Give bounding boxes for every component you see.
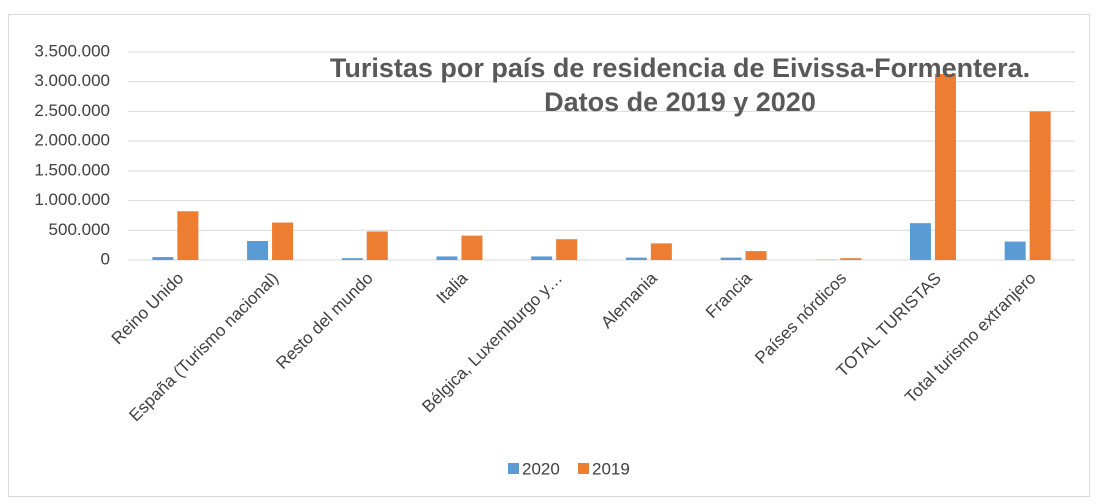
y-tick-label: 2.000.000 <box>34 131 110 150</box>
bar <box>152 257 174 260</box>
bar <box>556 239 578 260</box>
legend-swatch <box>578 463 589 474</box>
bar <box>177 211 199 260</box>
y-tick-label: 1.500.000 <box>34 160 110 179</box>
bar <box>247 240 269 260</box>
bar <box>650 243 672 260</box>
legend-label: 2019 <box>592 459 630 478</box>
bar <box>1029 111 1051 260</box>
y-tick-label: 500.000 <box>49 220 110 239</box>
bar <box>272 222 294 260</box>
bar <box>840 258 862 260</box>
bar <box>745 251 767 260</box>
bar <box>1004 241 1026 260</box>
bar <box>436 256 458 260</box>
bar <box>341 258 363 260</box>
y-tick-label: 3.500.000 <box>34 41 110 60</box>
bar <box>461 235 483 260</box>
bar <box>909 223 931 260</box>
y-tick-label: 0 <box>101 249 110 268</box>
legend-swatch <box>508 463 519 474</box>
bar <box>531 256 553 260</box>
legend-label: 2020 <box>522 459 560 478</box>
y-tick-label: 3.000.000 <box>34 71 110 90</box>
bar <box>934 73 956 260</box>
chart-title: Turistas por país de residencia de Eivis… <box>330 53 1030 83</box>
bar <box>625 257 647 260</box>
bar <box>720 257 742 260</box>
y-tick-label: 1.000.000 <box>34 190 110 209</box>
y-tick-label: 2.500.000 <box>34 101 110 120</box>
bar <box>366 231 388 260</box>
chart-title: Datos de 2019 y 2020 <box>544 87 816 117</box>
